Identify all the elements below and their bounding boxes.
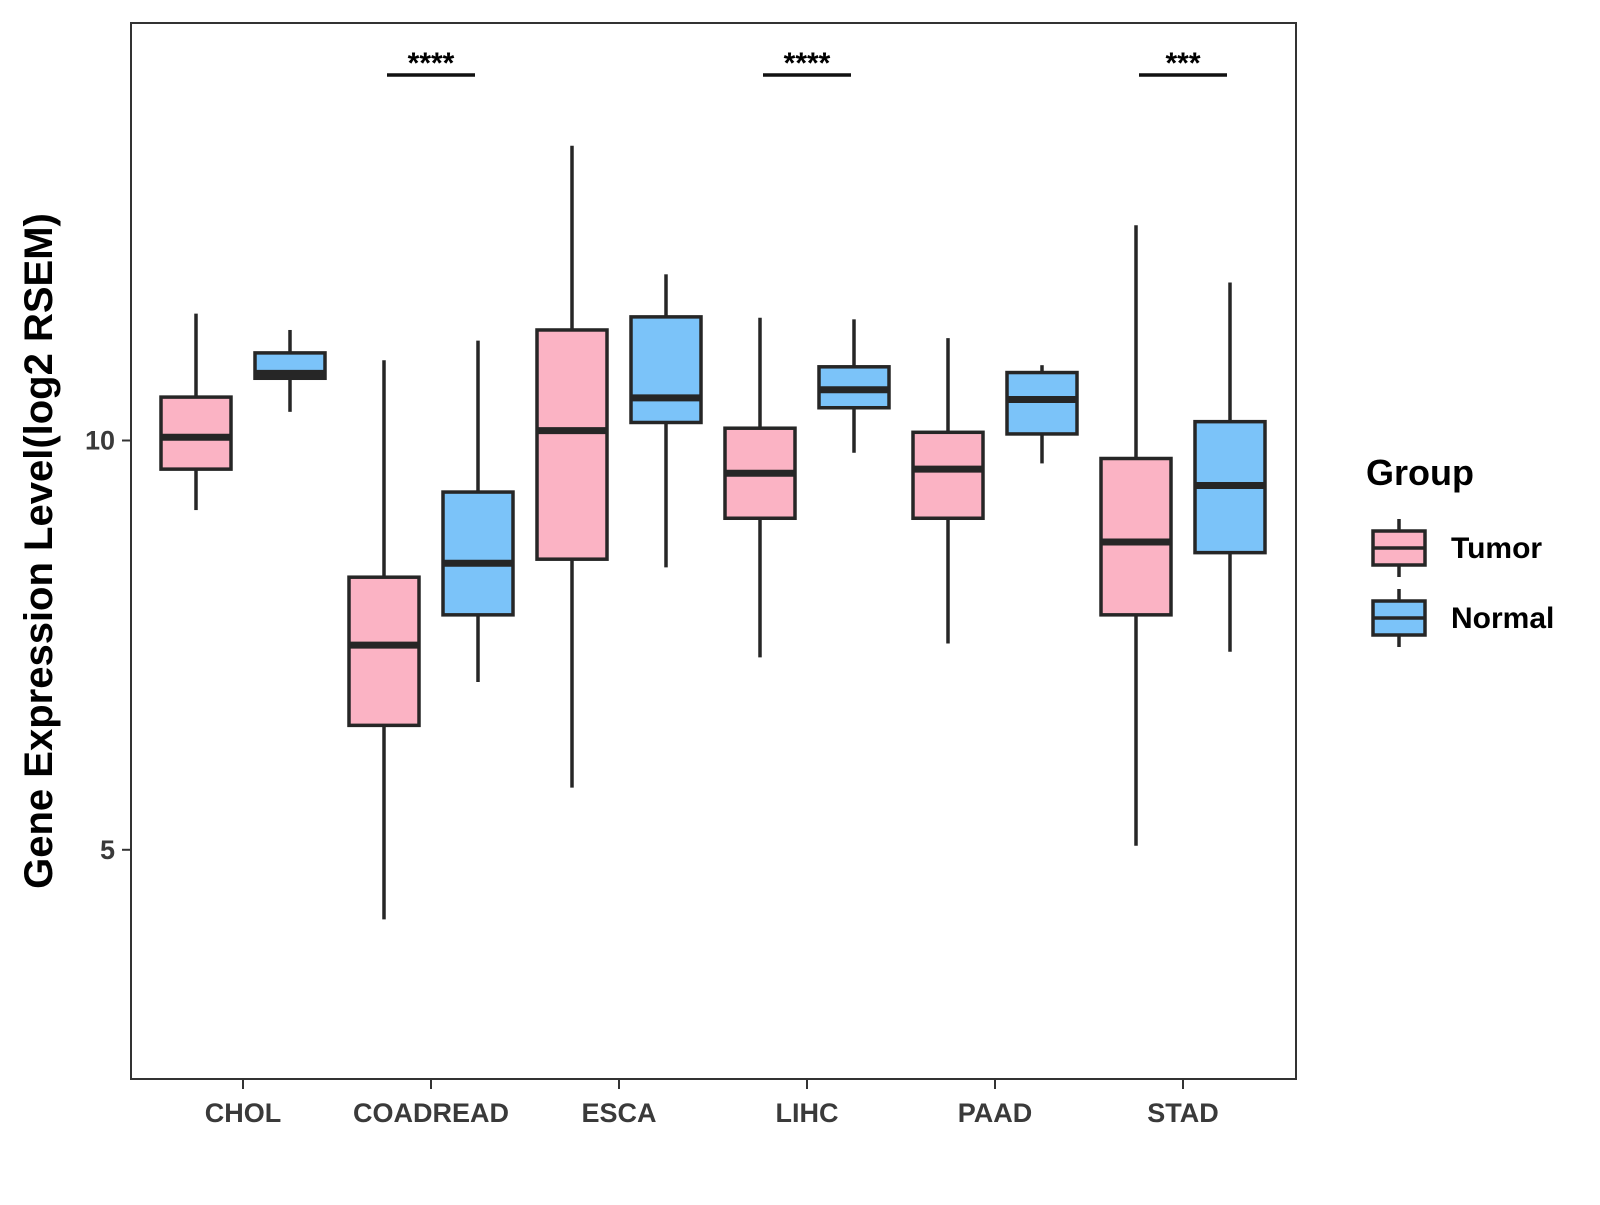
legend-item-tumor: Tumor xyxy=(1371,519,1542,577)
box-chol-normal xyxy=(253,329,327,412)
y-tick-label-10: 10 xyxy=(85,425,115,455)
iqr-box xyxy=(347,575,421,728)
legend-item-normal: Normal xyxy=(1371,589,1554,647)
box-esca-tumor xyxy=(535,145,609,788)
legend-title: Group xyxy=(1366,452,1474,493)
box-esca-normal xyxy=(629,274,703,568)
iqr-box xyxy=(911,430,985,521)
x-tick-label-lihc: LIHC xyxy=(776,1098,839,1128)
legend-label-tumor: Tumor xyxy=(1451,532,1542,565)
x-tick-label-esca: ESCA xyxy=(581,1098,656,1128)
legend-label-normal: Normal xyxy=(1451,602,1554,635)
iqr-box xyxy=(159,395,233,471)
iqr-box xyxy=(441,490,515,617)
iqr-box xyxy=(1005,370,1079,436)
sig-label-stad: *** xyxy=(1165,47,1200,80)
box-stad-tumor xyxy=(1099,225,1173,846)
boxes-layer xyxy=(159,145,1267,920)
sig-label-coadread: **** xyxy=(408,47,455,80)
y-axis-title: Gene Expression Level(log2 RSEM) xyxy=(17,213,61,889)
x-tick-label-stad: STAD xyxy=(1147,1098,1219,1128)
box-stad-normal xyxy=(1193,282,1267,652)
x-axis: CHOL COADREAD ESCA LIHC PAAD STAD xyxy=(205,1079,1219,1128)
x-tick-label-coadread: COADREAD xyxy=(353,1098,509,1128)
box-lihc-tumor xyxy=(723,317,797,658)
box-paad-normal xyxy=(1005,365,1079,464)
legend: Group Tumor Normal xyxy=(1366,452,1554,647)
iqr-box xyxy=(629,315,703,425)
iqr-box xyxy=(1099,456,1173,617)
box-coadread-tumor xyxy=(347,360,421,920)
sig-label-lihc: **** xyxy=(784,47,831,80)
box-coadread-normal xyxy=(441,340,515,682)
x-tick-label-paad: PAAD xyxy=(958,1098,1033,1128)
box-lihc-normal xyxy=(817,319,891,453)
x-tick-label-chol: CHOL xyxy=(205,1098,282,1128)
significance-layer: **** **** *** xyxy=(387,47,1227,80)
box-chol-tumor xyxy=(159,313,233,511)
box-paad-tumor xyxy=(911,338,985,644)
iqr-box xyxy=(535,328,609,561)
y-tick-label-5: 5 xyxy=(100,835,115,865)
y-axis: 5 10 xyxy=(85,425,131,865)
